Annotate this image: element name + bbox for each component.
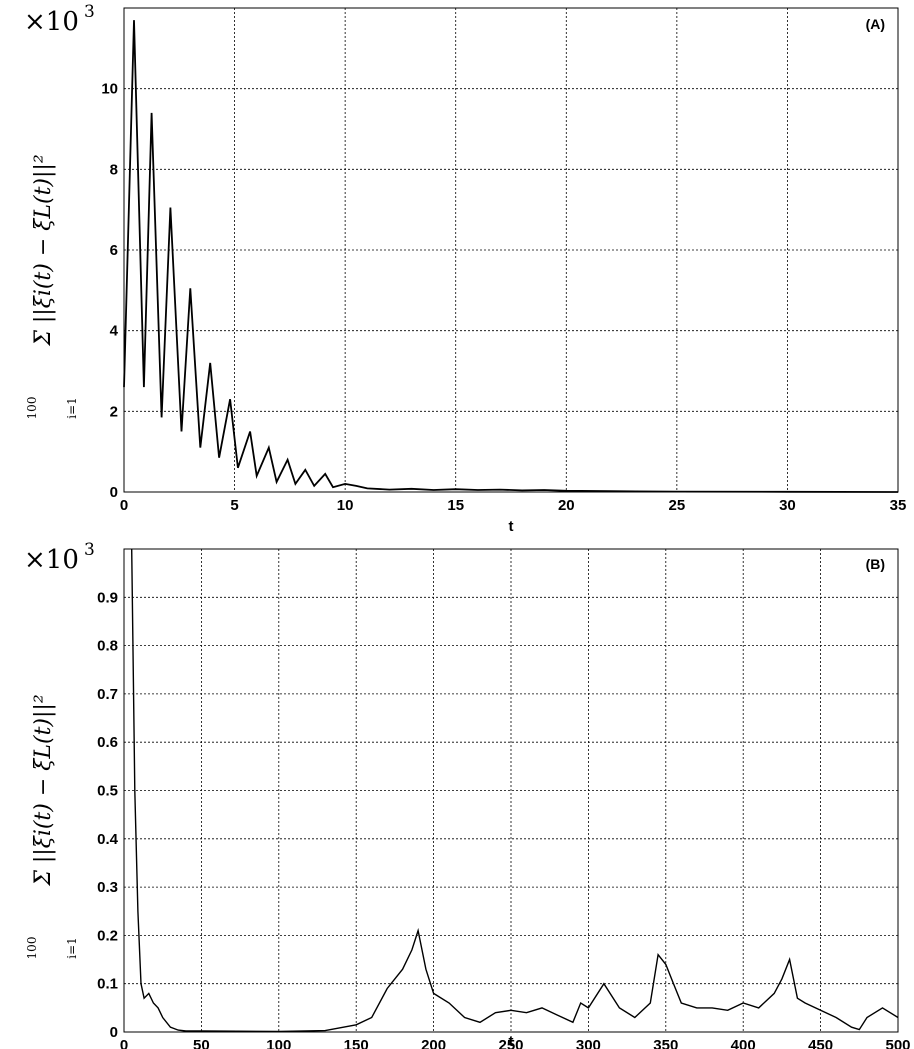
tick-labels-b: 0 50 100 150 200 250 300 350 400 450 500 0 0.1 0.2 0.3… [97, 589, 910, 1049]
x-tick-label-a: 15 [447, 497, 464, 514]
y-tick-label-b: 0 [110, 1024, 118, 1041]
y-tick-label-b: 0.6 [97, 734, 118, 751]
y-tick-label-b: 0.5 [97, 783, 118, 800]
x-tick-label-b: 100 [266, 1037, 291, 1049]
gridlines-b [124, 549, 898, 1032]
x-tick-label-b: 0 [120, 1037, 128, 1049]
y-tick-label-b: 0.3 [97, 879, 118, 896]
x-axis-label-a: t [509, 518, 514, 535]
y-tick-label-b: 0.4 [97, 831, 119, 848]
y-tick-label-a: 0 [110, 484, 118, 501]
plot-frame-a [123, 7, 899, 493]
y-tick-label-a: 10 [101, 81, 118, 98]
tick-labels-a: 0 5 10 15 20 25 30 35 0 2 4 6 8 10 [101, 81, 906, 514]
x-tick-label-a: 35 [890, 497, 907, 514]
scale-factor-a: ×10 [24, 7, 79, 37]
y-tick-label-a: 8 [110, 161, 118, 178]
x-tick-label-a: 0 [120, 497, 128, 514]
y-axis-label-a-lower: i=1 [65, 397, 79, 419]
x-tick-label-b: 400 [731, 1037, 756, 1049]
series-line-a [123, 20, 899, 493]
x-tick-label-b: 450 [808, 1037, 833, 1049]
y-tick-label-b: 0.2 [97, 927, 118, 944]
panel-b: 0 50 100 150 200 250 300 350 400 450 500 0 0.1 0.2 0.3… [24, 540, 911, 1049]
plot-frame-b [123, 548, 899, 1033]
y-tick-label-b: 0.1 [97, 976, 118, 993]
scale-exponent-a: 3 [84, 2, 95, 22]
gridlines-a [124, 8, 898, 492]
panel-label-a: (A) [866, 16, 885, 32]
y-tick-label-b: 0.8 [97, 638, 118, 655]
y-axis-label-a: Σ ||ξi(t) − ξL(t)||² 100 i=1 [25, 154, 79, 419]
x-axis-label-b: t [509, 1033, 514, 1049]
panel-a: 0 5 10 15 20 25 30 35 0 2 4 6 8 10 (A) ×10 3 t Σ ||ξi… [24, 2, 906, 535]
series-line-b [131, 548, 899, 1033]
y-axis-label-b-lower: i=1 [65, 937, 79, 959]
x-tick-label-b: 50 [193, 1037, 210, 1049]
x-tick-label-a: 10 [337, 497, 354, 514]
x-tick-label-a: 25 [669, 497, 686, 514]
y-axis-label-b-upper: 100 [25, 937, 39, 960]
x-tick-label-a: 30 [779, 497, 796, 514]
x-tick-label-b: 150 [344, 1037, 369, 1049]
x-tick-label-b: 350 [653, 1037, 678, 1049]
y-axis-label-b: Σ ||ξi(t) − ξL(t)||² 100 i=1 [25, 694, 79, 959]
y-tick-label-a: 6 [110, 242, 118, 259]
y-axis-label-a-main: Σ ||ξi(t) − ξL(t)||² [31, 154, 56, 346]
y-tick-label-a: 2 [110, 403, 118, 420]
x-tick-label-a: 20 [558, 497, 575, 514]
panel-label-b: (B) [866, 556, 885, 572]
y-tick-label-b: 0.7 [97, 686, 118, 703]
x-tick-label-b: 300 [576, 1037, 601, 1049]
x-tick-label-b: 500 [885, 1037, 910, 1049]
scale-factor-b: ×10 [24, 545, 79, 575]
y-axis-label-b-main: Σ ||ξi(t) − ξL(t)||² [31, 694, 56, 886]
y-tick-label-b: 0.9 [97, 589, 118, 606]
y-axis-label-a-upper: 100 [25, 397, 39, 420]
x-tick-label-a: 5 [230, 497, 238, 514]
scale-exponent-b: 3 [84, 540, 95, 560]
y-tick-label-a: 4 [110, 323, 119, 340]
x-tick-label-b: 200 [421, 1037, 446, 1049]
x-tick-label-b: 250 [498, 1037, 523, 1049]
